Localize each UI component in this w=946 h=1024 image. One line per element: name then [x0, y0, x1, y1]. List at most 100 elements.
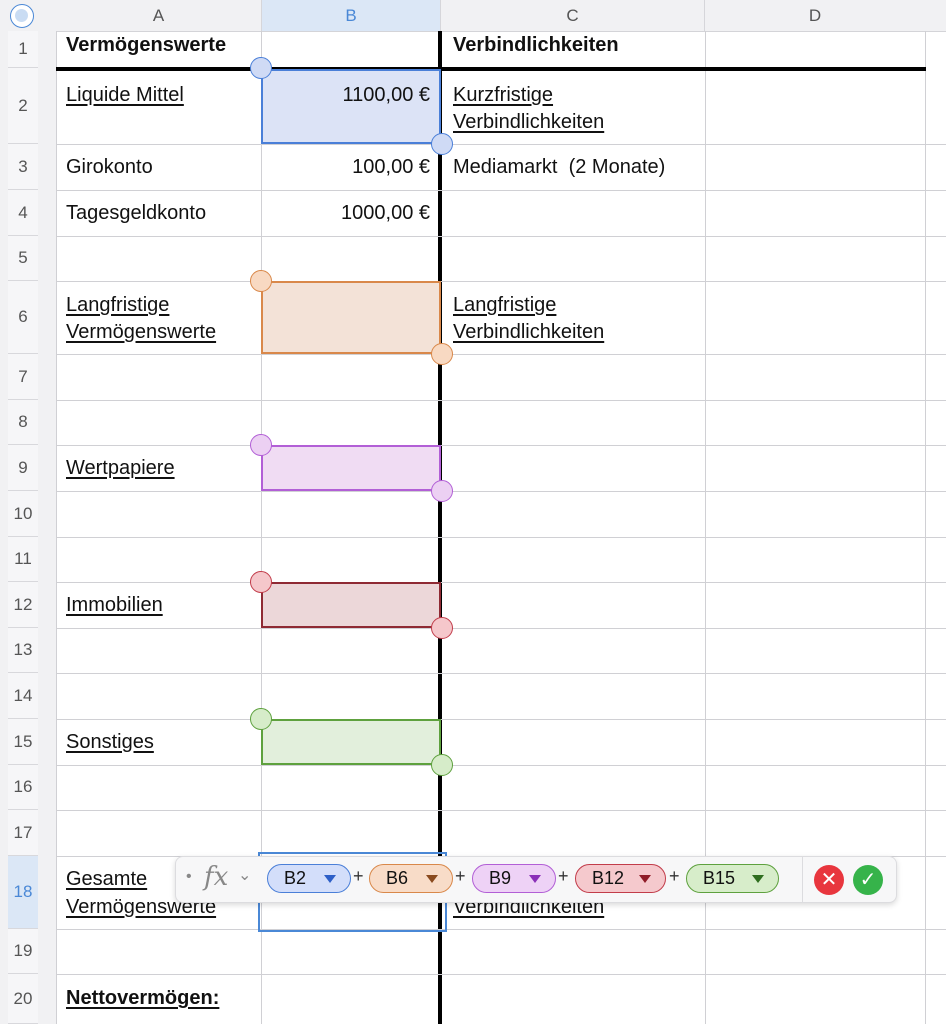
plus-operator: +	[353, 866, 364, 886]
cell-a9[interactable]: Wertpapiere	[66, 457, 175, 479]
header-divider	[56, 67, 926, 71]
row-header-12[interactable]: 12	[8, 582, 38, 628]
column-header-a[interactable]: A	[56, 0, 262, 31]
row-header-15[interactable]: 15	[8, 719, 38, 765]
plus-operator: +	[455, 866, 466, 886]
row-header-4[interactable]: 4	[8, 190, 38, 236]
grid-line	[56, 582, 946, 583]
close-icon: ✕	[820, 869, 838, 891]
grid-line	[56, 628, 946, 629]
grid-line	[705, 31, 706, 1024]
dropdown-arrow-icon	[324, 875, 336, 883]
formula-token-b6[interactable]: B6	[369, 864, 453, 893]
range-handle-b6-start[interactable]	[250, 270, 272, 292]
range-handle-b9-start[interactable]	[250, 434, 272, 456]
row-header-16[interactable]: 16	[8, 765, 38, 810]
grid-line	[56, 236, 946, 237]
reference-range-b6[interactable]	[261, 281, 441, 354]
row-header-9[interactable]: 9	[8, 445, 38, 491]
dropdown-arrow-icon	[426, 875, 438, 883]
cell-b2[interactable]: 1100,00 €	[342, 84, 431, 106]
column-header-b[interactable]: B	[262, 0, 441, 31]
row-header-6[interactable]: 6	[8, 281, 38, 354]
grid-line	[56, 445, 946, 446]
cancel-formula-button[interactable]: ✕	[814, 865, 844, 895]
cell-a3[interactable]: Girokonto	[66, 156, 153, 178]
grid-line	[925, 31, 926, 1024]
cell-a6-line1[interactable]: Langfristige	[66, 294, 170, 316]
formula-token-b15[interactable]: B15	[686, 864, 779, 893]
grid-line	[56, 31, 57, 1024]
cell-a4[interactable]: Tagesgeldkonto	[66, 202, 207, 224]
cell-a18-line1[interactable]: Gesamte	[66, 868, 148, 890]
grid-line	[56, 673, 946, 674]
formula-token-b2[interactable]: B2	[267, 864, 351, 893]
range-handle-b6-end[interactable]	[431, 343, 453, 365]
range-handle-b12-start[interactable]	[250, 571, 272, 593]
cell-c2-line1[interactable]: Kurzfristige	[453, 84, 554, 106]
cell-c1[interactable]: Verbindlichkeiten	[453, 34, 619, 56]
fx-icon[interactable]: fx	[204, 862, 229, 892]
formula-token-label: B2	[284, 868, 307, 888]
row-header-7[interactable]: 7	[8, 354, 38, 400]
dropdown-arrow-icon	[639, 875, 651, 883]
row-header-1[interactable]: 1	[8, 31, 38, 68]
divider	[802, 857, 803, 902]
grid-line	[56, 400, 946, 401]
dropdown-arrow-icon	[529, 875, 541, 883]
select-all-icon[interactable]	[10, 4, 34, 28]
range-handle-b9-end[interactable]	[431, 480, 453, 502]
range-handle-b15-start[interactable]	[250, 708, 272, 730]
formula-token-label: B6	[386, 868, 409, 888]
cell-c2-line2[interactable]: Verbindlichkeiten	[453, 111, 605, 133]
cell-a12[interactable]: Immobilien	[66, 594, 163, 616]
cell-b4[interactable]: 1000,00 €	[341, 202, 430, 224]
row-header-20[interactable]: 20	[8, 974, 38, 1024]
cell-a2[interactable]: Liquide Mittel	[66, 84, 184, 106]
grid-line	[56, 491, 946, 492]
row-header-19[interactable]: 19	[8, 929, 38, 974]
column-header-d[interactable]: D	[808, 6, 822, 25]
column-divider	[438, 31, 442, 1024]
reference-range-b2[interactable]	[261, 69, 441, 144]
row-header-5[interactable]: 5	[8, 236, 38, 281]
formula-editor[interactable]: • fx ⌄ B2 + B6 + B9 + B12 + B15 ✕ ✓	[175, 856, 897, 903]
cell-a6-line2[interactable]: Vermögenswerte	[66, 321, 217, 343]
range-handle-b15-end[interactable]	[431, 754, 453, 776]
row-header-3[interactable]: 3	[8, 144, 38, 190]
cell-a15[interactable]: Sonstiges	[66, 731, 154, 753]
grid-line	[56, 929, 946, 930]
cell-b3[interactable]: 100,00 €	[352, 156, 430, 178]
reference-range-b15[interactable]	[261, 719, 441, 765]
row-header-8[interactable]: 8	[8, 400, 38, 445]
plus-operator: +	[669, 866, 680, 886]
chevron-down-icon[interactable]: ⌄	[238, 867, 252, 884]
drag-handle-icon[interactable]: •	[186, 868, 192, 885]
checkmark-icon: ✓	[859, 869, 877, 891]
cell-a1[interactable]: Vermögenswerte	[66, 34, 227, 56]
cell-c6-line2[interactable]: Verbindlichkeiten	[453, 321, 605, 343]
row-header-17[interactable]: 17	[8, 810, 38, 856]
row-header-14[interactable]: 14	[8, 673, 38, 719]
grid-line	[56, 354, 946, 355]
row-header-11[interactable]: 11	[8, 537, 38, 582]
column-header-c[interactable]: C	[441, 0, 705, 31]
row-header-18[interactable]: 18	[8, 856, 38, 929]
cell-a20[interactable]: Nettovermögen:	[66, 987, 220, 1009]
range-handle-b12-end[interactable]	[431, 617, 453, 639]
formula-token-b12[interactable]: B12	[575, 864, 666, 893]
range-handle-b2-start[interactable]	[250, 57, 272, 79]
range-handle-b2-end[interactable]	[431, 133, 453, 155]
row-header-2[interactable]: 2	[8, 68, 38, 144]
grid-line	[56, 974, 946, 975]
cell-c6-line1[interactable]: Langfristige	[453, 294, 557, 316]
dropdown-arrow-icon	[752, 875, 764, 883]
row-header-10[interactable]: 10	[8, 491, 38, 537]
confirm-formula-button[interactable]: ✓	[853, 865, 883, 895]
reference-range-b12[interactable]	[261, 582, 441, 628]
formula-token-b9[interactable]: B9	[472, 864, 556, 893]
cell-c3[interactable]: Mediamarkt (2 Monate)	[453, 156, 666, 178]
reference-range-b9[interactable]	[261, 445, 441, 491]
formula-token-label: B12	[592, 868, 625, 888]
row-header-13[interactable]: 13	[8, 628, 38, 673]
